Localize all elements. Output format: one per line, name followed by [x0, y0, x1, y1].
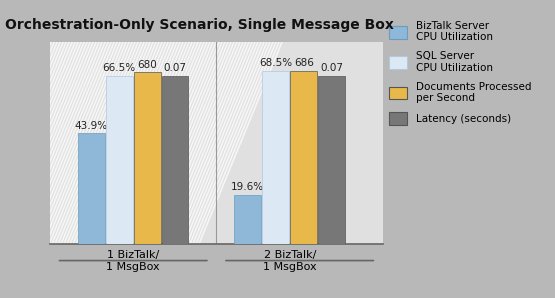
Text: Orchestration-Only Scenario, Single Message Box: Orchestration-Only Scenario, Single Mess…	[6, 18, 394, 32]
Bar	[134, 72, 160, 244]
Text: 68.5%: 68.5%	[259, 58, 292, 68]
Bar	[319, 76, 345, 244]
Bar	[290, 71, 317, 244]
Text: 43.9%: 43.9%	[75, 121, 108, 131]
Text: 0.07: 0.07	[320, 63, 343, 73]
Legend: BizTalk Server
CPU Utilization, SQL Server
CPU Utilization, Documents Processed
: BizTalk Server CPU Utilization, SQL Serv…	[388, 21, 531, 125]
Text: 19.6%: 19.6%	[231, 182, 264, 192]
Text: 686: 686	[294, 58, 314, 68]
Text: 66.5%: 66.5%	[103, 63, 136, 73]
Bar	[234, 195, 261, 244]
Bar	[106, 76, 133, 244]
Text: 680: 680	[137, 60, 157, 69]
Bar	[162, 76, 189, 244]
Bar	[263, 71, 289, 244]
Text: 0.07: 0.07	[164, 63, 186, 73]
Bar	[78, 133, 104, 244]
